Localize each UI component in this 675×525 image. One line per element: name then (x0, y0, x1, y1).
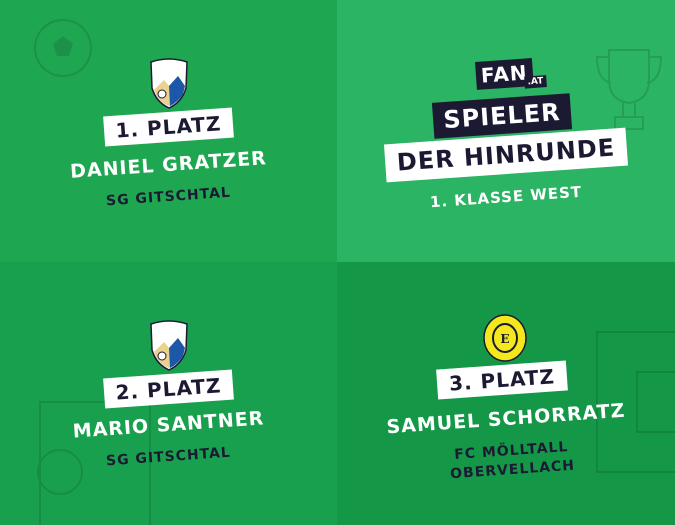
sg-gitschtal-crest-icon (150, 58, 188, 109)
first-place-panel: 1. PLATZ DANIEL GRATZER SG GITSCHTAL (0, 0, 337, 262)
svg-text:E: E (500, 332, 509, 346)
pitch-lines-icon (37, 401, 151, 525)
league-name: 1. KLASSE WEST (429, 182, 583, 212)
sg-gitschtal-crest-icon (150, 320, 188, 371)
soccer-ball-icon (34, 19, 92, 77)
trophy-icon (595, 49, 663, 130)
rank-badge: 3. PLATZ (436, 360, 568, 400)
second-place-panel: 2. PLATZ MARIO SANTNER SG GITSCHTAL (0, 262, 337, 525)
fc-moelltal-crest-icon: E (483, 314, 527, 362)
third-place-panel: E 3. PLATZ SAMUEL SCHORRATZ FC MÖLLTALL O… (337, 262, 675, 525)
pitch-lines-icon (596, 331, 675, 473)
title-panel: FAN .AT SPIELER DER HINRUNDE 1. KLASSE W… (337, 0, 675, 262)
fan-logo-suffix: .AT (524, 75, 547, 89)
rank-badge: 1. PLATZ (102, 107, 235, 147)
